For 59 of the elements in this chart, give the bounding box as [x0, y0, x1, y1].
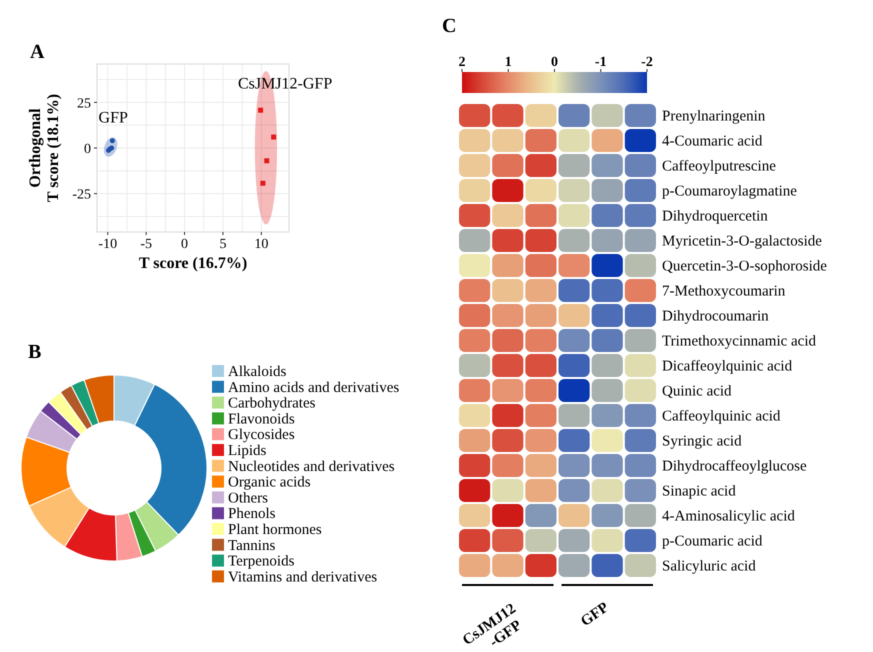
color-bar-label: -2	[641, 55, 653, 70]
y-tick-label: Caffeoylputrescine	[662, 158, 776, 174]
legend-label: Vitamins and derivatives	[228, 569, 378, 586]
chart-title: A	[30, 41, 45, 63]
color-bar-label: 2	[458, 55, 466, 70]
legend-label: Carbohydrates	[228, 396, 316, 412]
point	[260, 180, 266, 186]
x-tick-label: 0	[181, 237, 188, 252]
point	[258, 108, 264, 113]
y-tick-label: p-Coumaroylagmatine	[662, 184, 798, 200]
y-tick-label: Quinic acid	[662, 384, 732, 400]
y-tick-label: Quercetin-3-O-sophoroside	[662, 258, 828, 274]
legend-label: Plant hormones	[228, 522, 322, 538]
y-tick-label: Dicaffeoylquinic acid	[662, 358, 793, 374]
point	[271, 134, 276, 140]
legend-label: Others	[228, 490, 268, 506]
y-tick-label: 0	[84, 142, 91, 157]
legend-label: Alkaloids	[228, 364, 286, 380]
chart-title: C	[442, 15, 456, 37]
x-tick-label: -5	[140, 237, 152, 252]
y-tick-label: Trimethoxycinnamic acid	[662, 334, 816, 350]
point	[264, 158, 270, 164]
y-tick-label: p-Coumaric acid	[662, 534, 763, 550]
y-tick-label: Sinapic acid	[662, 484, 736, 500]
chart-title: B	[28, 341, 42, 363]
legend-label: Nucleotides and derivatives	[228, 458, 395, 475]
y-tick-label: -25	[72, 188, 91, 203]
y-tick-label: Dihydroquercetin	[662, 208, 768, 224]
y-tick-label: 4-Coumaric acid	[662, 134, 763, 150]
y-tick-label: Caffeoylquinic acid	[662, 408, 781, 424]
legend-label: Flavonoids	[228, 411, 295, 428]
y-tick-label: 4-Aminosalicylic acid	[662, 508, 796, 524]
y-tick-label: Dihydrocaffeoylglucose	[662, 458, 808, 474]
y-tick-label: Salicyluric acid	[662, 558, 756, 574]
y-tick-label: Dihydrocoumarin	[662, 308, 770, 324]
legend-label: Lipids	[228, 443, 266, 459]
x-tick-label: 5	[219, 237, 226, 252]
legend-label: Organic acids	[228, 474, 311, 491]
legend-label: Phenols	[228, 506, 276, 522]
legend-label: Amino acids and derivatives	[228, 380, 400, 396]
legend-label: Tannins	[228, 538, 276, 554]
x-tick-label: -10	[98, 237, 118, 252]
y-tick-label: Prenylnaringenin	[662, 108, 766, 124]
y-tick-label: 7-Methoxycoumarin	[662, 284, 786, 300]
series-label: CsJMJ12-GFP	[238, 75, 332, 92]
x-tick-label: 10	[254, 237, 268, 252]
x-axis-title: T score (16.7%)	[138, 255, 248, 272]
y-tick-label: 25	[77, 96, 91, 112]
point	[110, 138, 115, 144]
color-bar-label: 0	[551, 55, 558, 70]
color-bar-label: 1	[504, 55, 512, 70]
text: GFP	[578, 600, 612, 630]
y-tick-label: Myricetin-3-O-galactoside	[662, 234, 822, 250]
y-tick-label: Syringic acid	[662, 434, 742, 450]
legend-label: Terpenoids	[228, 554, 295, 570]
series-label: GFP	[98, 109, 128, 126]
y-axis-title: Orthogonal T score (18.1%)	[27, 94, 62, 202]
legend-label: Glycosides	[228, 427, 295, 444]
color-bar-label: -1	[594, 55, 607, 70]
